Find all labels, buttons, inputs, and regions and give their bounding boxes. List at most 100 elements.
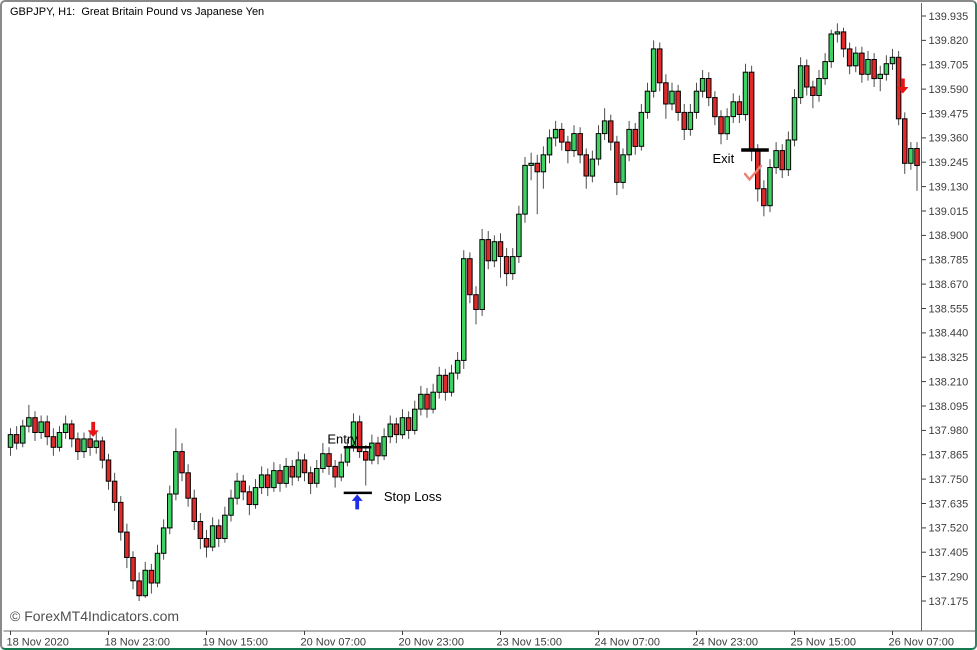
bull-candle bbox=[828, 33, 834, 63]
bull-candle bbox=[56, 432, 63, 448]
bull-candle bbox=[142, 569, 148, 597]
bull-candle bbox=[785, 139, 792, 171]
bull-candle bbox=[173, 451, 179, 495]
bull-candle bbox=[883, 63, 890, 75]
bull-candle bbox=[454, 359, 461, 374]
price-tick-label: 137.290 bbox=[929, 571, 969, 583]
trade-annotations: Entry Stop Loss Exit bbox=[87, 78, 909, 510]
chart-title: GBPJPY, H1: Great Britain Pound vs Japan… bbox=[10, 6, 265, 18]
bear-candle bbox=[332, 465, 338, 478]
entry-label: Entry bbox=[327, 431, 358, 446]
bull-candle bbox=[295, 459, 302, 478]
bull-candle bbox=[412, 408, 418, 431]
bull-candle bbox=[797, 65, 804, 99]
bull-candle bbox=[387, 423, 393, 438]
candles-layer bbox=[7, 23, 920, 601]
bull-candle bbox=[93, 440, 99, 448]
buy-signal-arrow-icon bbox=[351, 494, 363, 510]
bull-candle bbox=[669, 90, 675, 105]
price-tick-label: 137.175 bbox=[929, 596, 969, 608]
bear-candle bbox=[675, 90, 681, 113]
bear-candle bbox=[277, 470, 283, 484]
price-tick-label: 138.095 bbox=[929, 401, 969, 413]
bull-candle bbox=[626, 128, 632, 156]
bull-candle bbox=[314, 468, 320, 484]
bull-candle bbox=[822, 61, 828, 80]
bull-candle bbox=[283, 465, 289, 484]
bull-candle bbox=[730, 101, 736, 118]
bear-candle bbox=[99, 440, 106, 461]
sell-signal-arrow-icon bbox=[87, 421, 99, 437]
bear-candle bbox=[442, 374, 449, 393]
bull-candle bbox=[20, 425, 26, 444]
price-tick-label: 137.980 bbox=[929, 425, 969, 437]
price-tick-label: 139.935 bbox=[929, 11, 969, 23]
bear-candle bbox=[265, 474, 271, 489]
price-tick-label: 138.440 bbox=[929, 328, 969, 340]
bear-candle bbox=[197, 521, 204, 539]
bull-candle bbox=[381, 436, 387, 457]
bear-candle bbox=[307, 472, 314, 484]
bear-candle bbox=[301, 459, 308, 474]
bull-candle bbox=[7, 434, 14, 448]
price-tick-label: 138.900 bbox=[929, 230, 969, 242]
bear-candle bbox=[565, 141, 571, 152]
bear-candle bbox=[326, 453, 332, 467]
price-tick-label: 139.245 bbox=[929, 157, 969, 169]
bear-candle bbox=[583, 154, 589, 177]
bull-candle bbox=[620, 154, 626, 183]
bear-candle bbox=[871, 59, 877, 80]
bull-candle bbox=[222, 514, 228, 540]
stop-loss-label: Stop Loss bbox=[384, 489, 442, 504]
bull-candle bbox=[399, 417, 406, 436]
bear-candle bbox=[216, 525, 222, 539]
price-axis[interactable]: 139.935 139.820 139.705 139.590 139.475 139.3… bbox=[921, 11, 969, 608]
bull-candle bbox=[516, 213, 522, 258]
bull-candle bbox=[344, 446, 351, 463]
bull-candle bbox=[865, 59, 871, 75]
price-tick-label: 139.015 bbox=[929, 206, 969, 218]
price-tick-label: 139.820 bbox=[929, 35, 969, 47]
bear-candle bbox=[608, 120, 614, 143]
price-tick-label: 137.520 bbox=[929, 523, 969, 535]
bear-candle bbox=[87, 438, 93, 448]
time-tick-label: 23 Nov 15:00 bbox=[497, 637, 562, 649]
bear-candle bbox=[50, 436, 57, 448]
bull-candle bbox=[461, 258, 467, 361]
bull-candle bbox=[693, 90, 700, 113]
time-tick-label: 18 Nov 23:00 bbox=[105, 637, 170, 649]
price-tick-label: 137.405 bbox=[929, 547, 969, 559]
price-tick-label: 138.670 bbox=[929, 279, 969, 291]
bear-candle bbox=[363, 451, 369, 461]
bear-candle bbox=[124, 531, 130, 558]
price-tick-label: 139.360 bbox=[929, 133, 969, 145]
bull-candle bbox=[853, 52, 859, 67]
bear-candle bbox=[105, 459, 112, 482]
bear-candle bbox=[804, 65, 810, 88]
bear-candle bbox=[559, 128, 565, 143]
bear-candle bbox=[473, 294, 479, 311]
chart-frame bbox=[3, 3, 975, 632]
time-tick-label: 18 Nov 2020 bbox=[7, 637, 69, 649]
bear-candle bbox=[136, 580, 142, 597]
bear-candle bbox=[497, 241, 504, 257]
bull-candle bbox=[491, 241, 498, 262]
exit-checkmark-icon bbox=[743, 164, 763, 182]
bull-candle bbox=[528, 162, 534, 166]
bull-candle bbox=[252, 487, 259, 506]
bear-candle bbox=[902, 118, 908, 164]
bear-candle bbox=[69, 423, 75, 440]
bear-candle bbox=[712, 97, 718, 118]
time-axis[interactable]: 18 Nov 2020 18 Nov 23:00 19 Nov 15:00 20 No… bbox=[7, 631, 954, 648]
bull-candle bbox=[228, 497, 234, 516]
bull-candle bbox=[522, 164, 528, 215]
bear-candle bbox=[32, 417, 38, 434]
bull-candle bbox=[448, 372, 455, 393]
bull-candle bbox=[773, 150, 779, 169]
sell-signal-arrow-icon bbox=[897, 78, 909, 94]
exit-label: Exit bbox=[713, 151, 735, 166]
bear-candle bbox=[240, 480, 246, 493]
bull-candle bbox=[589, 158, 596, 177]
